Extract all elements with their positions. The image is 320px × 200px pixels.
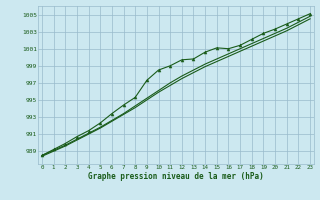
X-axis label: Graphe pression niveau de la mer (hPa): Graphe pression niveau de la mer (hPa) (88, 172, 264, 181)
